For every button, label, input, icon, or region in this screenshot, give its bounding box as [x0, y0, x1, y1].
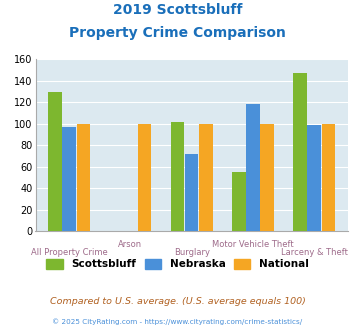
Bar	[260, 124, 274, 231]
Text: Property Crime Comparison: Property Crime Comparison	[69, 26, 286, 40]
Text: Motor Vehicle Theft: Motor Vehicle Theft	[212, 240, 294, 248]
Bar	[185, 154, 198, 231]
Bar	[199, 124, 213, 231]
Text: 2019 Scottsbluff: 2019 Scottsbluff	[113, 3, 242, 17]
Text: Larceny & Theft: Larceny & Theft	[281, 248, 348, 257]
Text: © 2025 CityRating.com - https://www.cityrating.com/crime-statistics/: © 2025 CityRating.com - https://www.city…	[53, 318, 302, 325]
Bar	[232, 172, 246, 231]
Bar	[322, 124, 335, 231]
Bar	[171, 121, 184, 231]
Text: Burglary: Burglary	[174, 248, 210, 257]
Text: Arson: Arson	[118, 240, 142, 248]
Bar	[48, 91, 62, 231]
Text: Compared to U.S. average. (U.S. average equals 100): Compared to U.S. average. (U.S. average …	[50, 297, 305, 306]
Text: All Property Crime: All Property Crime	[31, 248, 108, 257]
Bar	[138, 124, 151, 231]
Bar	[293, 73, 307, 231]
Bar	[77, 124, 90, 231]
Bar	[62, 127, 76, 231]
Bar	[246, 104, 260, 231]
Bar	[307, 125, 321, 231]
Legend: Scottsbluff, Nebraska, National: Scottsbluff, Nebraska, National	[42, 255, 313, 274]
